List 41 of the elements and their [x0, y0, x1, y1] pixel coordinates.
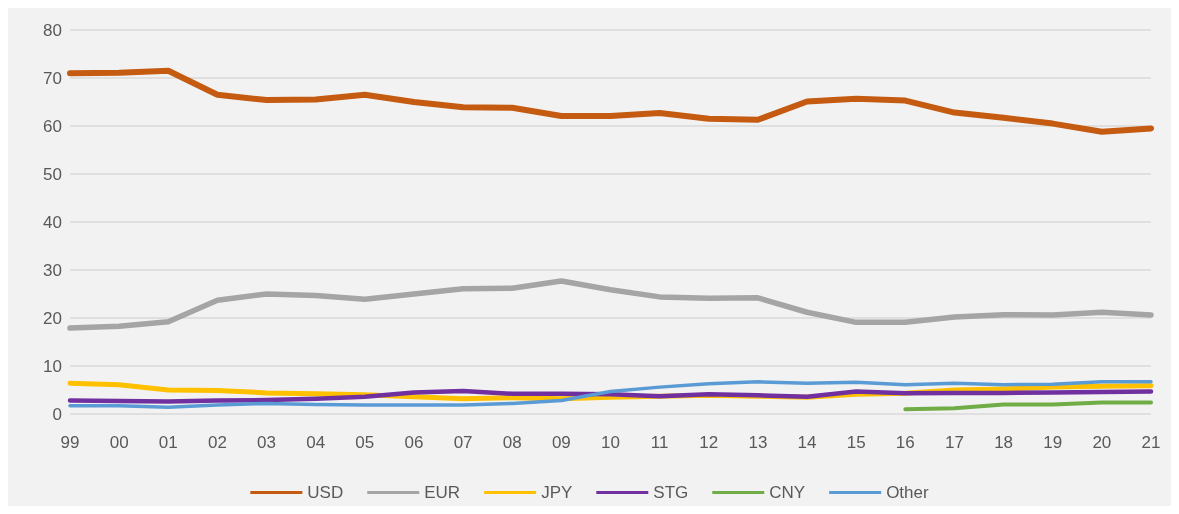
- x-tick-label: 02: [207, 433, 227, 452]
- x-tick-label: 19: [1043, 433, 1063, 452]
- y-tick-label: 50: [43, 164, 62, 184]
- legend-label: Other: [886, 483, 929, 502]
- legend-label: STG: [653, 483, 689, 502]
- x-tick-label: 09: [551, 433, 571, 452]
- x-tick-label: 13: [748, 433, 768, 452]
- line-series: [67, 388, 1154, 404]
- x-tick-label: 20: [1092, 433, 1112, 452]
- legend-label: CNY: [769, 483, 806, 502]
- x-tick-label: 01: [158, 433, 178, 452]
- x-tick-label: 04: [306, 433, 326, 452]
- x-tick-label: 10: [601, 433, 620, 452]
- line-series: [903, 400, 1153, 412]
- x-tick-label: 15: [846, 433, 866, 452]
- x-tick-label: 03: [257, 433, 277, 452]
- x-tick-label: 06: [404, 433, 424, 452]
- x-tick-label: 12: [699, 433, 719, 452]
- y-tick-label: 0: [52, 404, 62, 424]
- y-tick-label: 70: [43, 68, 62, 88]
- y-tick-label: 60: [43, 116, 62, 136]
- x-tick-label: 21: [1141, 433, 1161, 452]
- legend-label: EUR: [424, 483, 461, 502]
- y-tick-label: 10: [43, 356, 62, 376]
- x-tick-label: 18: [994, 433, 1014, 452]
- y-tick-label: 30: [43, 260, 62, 280]
- y-tick-label: 80: [43, 20, 62, 40]
- x-tick-label: 11: [650, 433, 669, 452]
- x-tick-label: 99: [60, 433, 80, 452]
- y-tick-label: 40: [43, 212, 62, 232]
- y-tick-label: 20: [43, 308, 62, 328]
- x-tick-label: 07: [453, 433, 473, 452]
- x-tick-label: 05: [355, 433, 375, 452]
- legend-label: JPY: [541, 483, 573, 502]
- x-tick-label: 08: [502, 433, 522, 452]
- x-tick-label: 16: [895, 433, 915, 452]
- x-tick-label: 17: [944, 433, 964, 452]
- x-tick-label: 14: [797, 433, 817, 452]
- x-tick-label: 00: [109, 433, 129, 452]
- line-series: [68, 380, 1153, 410]
- legend-label: USD: [307, 483, 344, 502]
